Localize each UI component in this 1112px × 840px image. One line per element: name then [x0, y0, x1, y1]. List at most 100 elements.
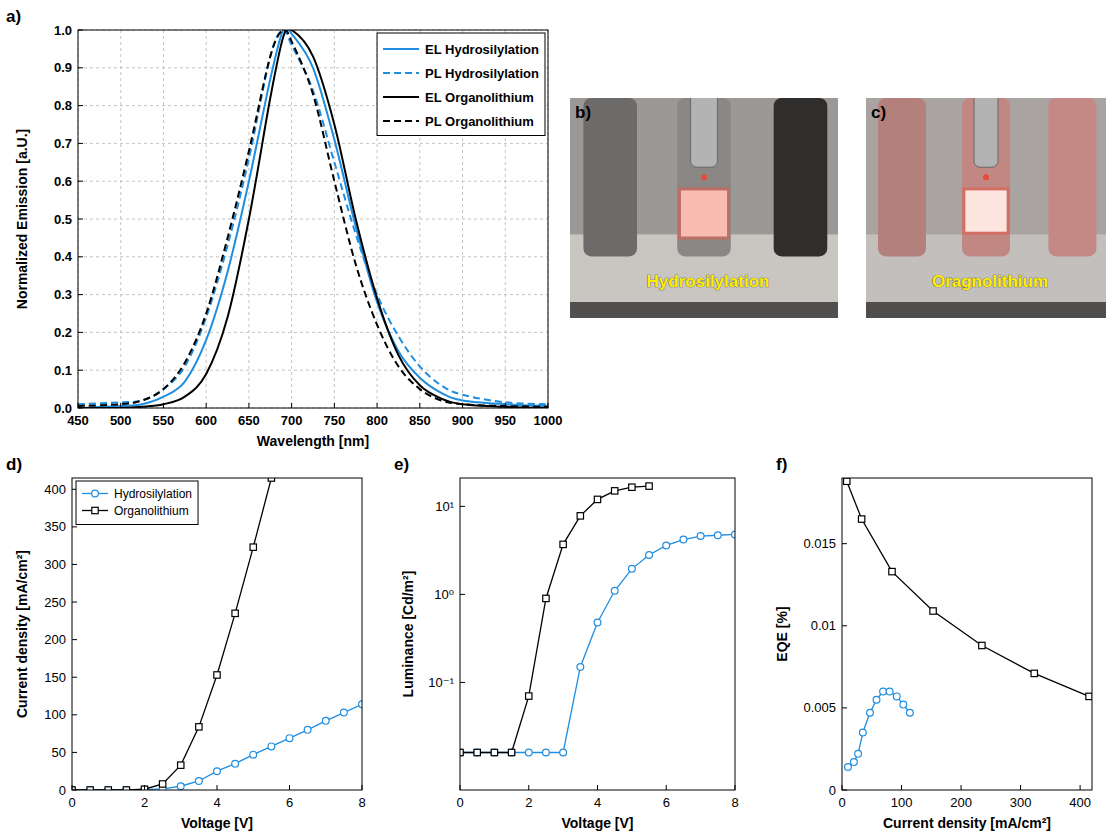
series-line: [460, 534, 735, 752]
marker: [845, 764, 852, 771]
photo-pixel: [965, 190, 1006, 231]
y-tick: [460, 594, 465, 595]
marker: [508, 749, 514, 755]
marker: [105, 787, 112, 790]
marker: [474, 749, 481, 756]
y-tick-label: 0.3: [54, 287, 72, 302]
marker: [508, 749, 515, 756]
y-tick: [78, 67, 83, 68]
y-tick-label: 0.005: [803, 700, 836, 715]
x-tick-label: 200: [950, 795, 972, 810]
marker: [886, 688, 893, 695]
x-tick: [419, 403, 420, 408]
x-tick: [548, 403, 549, 408]
y-tick-label: 0.9: [54, 60, 72, 75]
y-tick: [72, 526, 77, 527]
marker: [525, 749, 532, 756]
x-tick: [460, 785, 461, 790]
plot-frame: [842, 478, 1092, 790]
x-tick: [291, 403, 292, 408]
y-tick: [78, 219, 83, 220]
marker: [560, 749, 567, 756]
x-tick: [528, 785, 529, 790]
photo-led: [701, 174, 707, 180]
marker: [195, 778, 202, 785]
marker: [900, 701, 907, 708]
y-axis-title: Luminance [Cd/m²]: [400, 571, 416, 698]
photo-label: Oragnolithium: [932, 272, 1048, 291]
marker: [851, 759, 858, 766]
panel-1: 02468050100150200250300350400Voltage [V]…: [6, 455, 366, 831]
y-tick: [78, 30, 83, 31]
x-tick: [217, 785, 218, 790]
marker: [930, 608, 936, 614]
marker: [268, 743, 275, 750]
y-tick: [72, 602, 77, 603]
x-tick-label: 2: [141, 795, 148, 810]
marker: [286, 735, 293, 742]
marker: [628, 565, 635, 572]
marker: [304, 726, 311, 733]
y-tick: [842, 707, 847, 708]
x-tick-label: 300: [1010, 795, 1032, 810]
marker: [123, 787, 130, 790]
marker: [340, 709, 347, 716]
x-tick-label: 2: [525, 795, 532, 810]
y-tick: [842, 625, 847, 626]
x-tick-label: 500: [110, 413, 132, 428]
x-tick-label: 800: [366, 413, 388, 428]
y-tick: [78, 370, 83, 371]
series-line: [72, 704, 362, 790]
y-tick-label: 350: [44, 519, 66, 534]
x-axis-title: Wavelength [nm]: [257, 433, 369, 449]
x-tick: [362, 785, 363, 790]
series-line: [72, 478, 271, 790]
marker: [250, 751, 257, 758]
y-tick-label: 50: [52, 745, 66, 760]
x-tick: [961, 785, 962, 790]
legend-label: Hydrosilylation: [114, 487, 192, 501]
y-tick: [78, 332, 83, 333]
panel-0: 45050055060065070075080085090095010000.0…: [6, 7, 562, 449]
figure: 45050055060065070075080085090095010000.0…: [0, 0, 1112, 840]
series-group: [460, 483, 735, 756]
marker: [72, 787, 75, 790]
y-axis-title: Current density [mA/cm²]: [14, 550, 30, 718]
panel-letter: b): [575, 103, 591, 122]
marker: [474, 749, 480, 755]
x-tick: [163, 403, 164, 408]
photo-shadow: [866, 302, 1106, 318]
y-tick-label: 150: [44, 670, 66, 685]
x-tick-label: 650: [238, 413, 260, 428]
series-line: [78, 30, 548, 408]
y-tick-label: 400: [44, 482, 66, 497]
y-tick: [72, 752, 77, 753]
plot-frame: [460, 478, 735, 790]
y-tick: [78, 105, 83, 106]
marker: [577, 513, 583, 519]
panel-letter: a): [6, 7, 21, 26]
series-line: [78, 30, 548, 404]
legend-box: [377, 33, 545, 136]
x-tick: [289, 785, 290, 790]
panel-2: 0246810⁻¹10⁰10¹Voltage [V]Luminance [Cd/…: [394, 455, 739, 831]
legend-label: EL Hydrosilylation: [425, 42, 539, 57]
photo-image: [570, 98, 838, 318]
marker: [159, 781, 165, 787]
grid-line: [78, 181, 548, 182]
marker: [1031, 670, 1037, 676]
y-tick: [72, 564, 77, 565]
marker: [697, 533, 704, 540]
x-tick: [505, 403, 506, 408]
legend-label: PL Hydrosilylation: [425, 66, 539, 81]
marker: [232, 760, 239, 767]
marker: [196, 724, 202, 730]
y-tick-label: 0.2: [54, 325, 72, 340]
y-tick-label: 10⁻¹: [428, 675, 454, 690]
x-tick: [1020, 785, 1021, 790]
x-tick: [901, 785, 902, 790]
x-tick: [1080, 785, 1081, 790]
x-tick-label: 700: [281, 413, 303, 428]
grid-line: [78, 332, 548, 333]
y-tick-label: 0.015: [803, 536, 836, 551]
